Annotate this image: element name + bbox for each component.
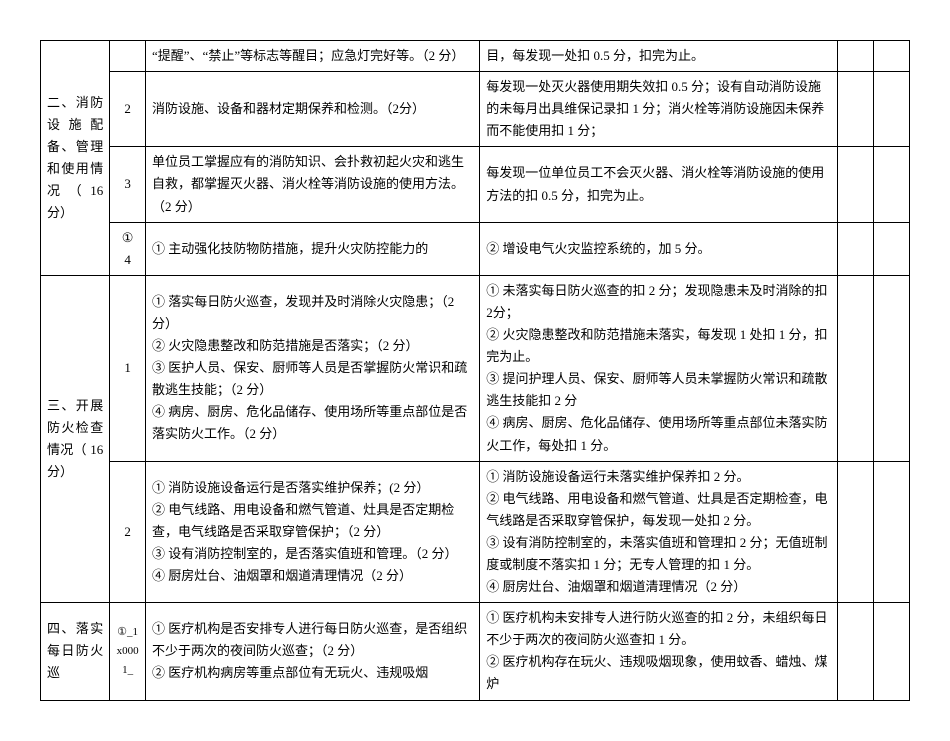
- empty-cell: [838, 461, 874, 603]
- row-index: 3: [110, 147, 146, 222]
- section-category: 四、落实每日防火巡: [41, 603, 110, 700]
- row-standard: ① 消防设施设备运行是否落实维护保养；(2 分）② 电气线路、用电设备和燃气管道…: [146, 461, 480, 603]
- table-row: 二、消防设施配备、管理和使用情况（16分） “提醒”、“禁止”等标志等醒目；应急…: [41, 41, 910, 72]
- row-deduction: ① 未落实每日防火巡查的扣 2 分；发现隐患未及时消除的扣 2分；② 火灾隐患整…: [480, 275, 838, 461]
- row-standard: 单位员工掌握应有的消防知识、会扑救初起火灾和逃生自救，都掌握灭火器、消火栓等消防…: [146, 147, 480, 222]
- empty-cell: [838, 41, 874, 72]
- empty-cell: [838, 275, 874, 461]
- table-row: 2 消防设施、设备和器材定期保养和检测。（2分） 每发现一处灭火器使用期失效扣 …: [41, 72, 910, 147]
- row-deduction: 目，每发现一处扣 0.5 分，扣完为止。: [480, 41, 838, 72]
- row-index: ①_1x0001_: [110, 603, 146, 700]
- row-standard: ① 医疗机构是否安排专人进行每日防火巡查，是否组织不少于两次的夜间防火巡查；（2…: [146, 603, 480, 700]
- circ-marker: ①: [122, 230, 134, 245]
- table-row: 3 单位员工掌握应有的消防知识、会扑救初起火灾和逃生自救，都掌握灭火器、消火栓等…: [41, 147, 910, 222]
- row-standard: 消防设施、设备和器材定期保养和检测。（2分）: [146, 72, 480, 147]
- row-standard: “提醒”、“禁止”等标志等醒目；应急灯完好等。（2 分）: [146, 41, 480, 72]
- empty-cell: [874, 41, 910, 72]
- table-row: 2 ① 消防设施设备运行是否落实维护保养；(2 分）② 电气线路、用电设备和燃气…: [41, 461, 910, 603]
- table-row: ① 4 ① 主动强化技防物防措施，提升火灾防控能力的 ② 增设电气火灾监控系统的…: [41, 222, 910, 275]
- empty-cell: [874, 603, 910, 700]
- row-standard: ① 主动强化技防物防措施，提升火灾防控能力的: [146, 222, 480, 275]
- row-index: 2: [110, 461, 146, 603]
- evaluation-table: 二、消防设施配备、管理和使用情况（16分） “提醒”、“禁止”等标志等醒目；应急…: [40, 40, 910, 701]
- row-index: 2: [110, 72, 146, 147]
- row-index: [110, 41, 146, 72]
- empty-cell: [874, 222, 910, 275]
- idx-number: 4: [124, 252, 131, 267]
- row-deduction: 每发现一位单位员工不会灭火器、消火栓等消防设施的使用方法的扣 0.5 分，扣完为…: [480, 147, 838, 222]
- table-row: 三、开展防火检查情况（ 16分） 1 ① 落实每日防火巡查，发现并及时消除火灾隐…: [41, 275, 910, 461]
- empty-cell: [838, 222, 874, 275]
- empty-cell: [874, 72, 910, 147]
- section-category: 三、开展防火检查情况（ 16分）: [41, 275, 110, 602]
- row-deduction: ① 医疗机构未安排专人进行防火巡查的扣 2 分，未组织每日不少于两次的夜间防火巡…: [480, 603, 838, 700]
- row-standard: ① 落实每日防火巡查，发现并及时消除火灾隐患；（2 分）② 火灾隐患整改和防范措…: [146, 275, 480, 461]
- row-index: ① 4: [110, 222, 146, 275]
- row-deduction: ② 增设电气火灾监控系统的，加 5 分。: [480, 222, 838, 275]
- empty-cell: [838, 147, 874, 222]
- row-index: 1: [110, 275, 146, 461]
- empty-cell: [874, 275, 910, 461]
- empty-cell: [838, 603, 874, 700]
- row-deduction: ① 消防设施设备运行未落实维护保养扣 2 分。② 电气线路、用电设备和燃气管道、…: [480, 461, 838, 603]
- empty-cell: [838, 72, 874, 147]
- table-row: 四、落实每日防火巡 ①_1x0001_ ① 医疗机构是否安排专人进行每日防火巡查…: [41, 603, 910, 700]
- row-deduction: 每发现一处灭火器使用期失效扣 0.5 分；设有自动消防设施的未每月出具维保记录扣…: [480, 72, 838, 147]
- empty-cell: [874, 461, 910, 603]
- empty-cell: [874, 147, 910, 222]
- section-category: 二、消防设施配备、管理和使用情况（16分）: [41, 41, 110, 276]
